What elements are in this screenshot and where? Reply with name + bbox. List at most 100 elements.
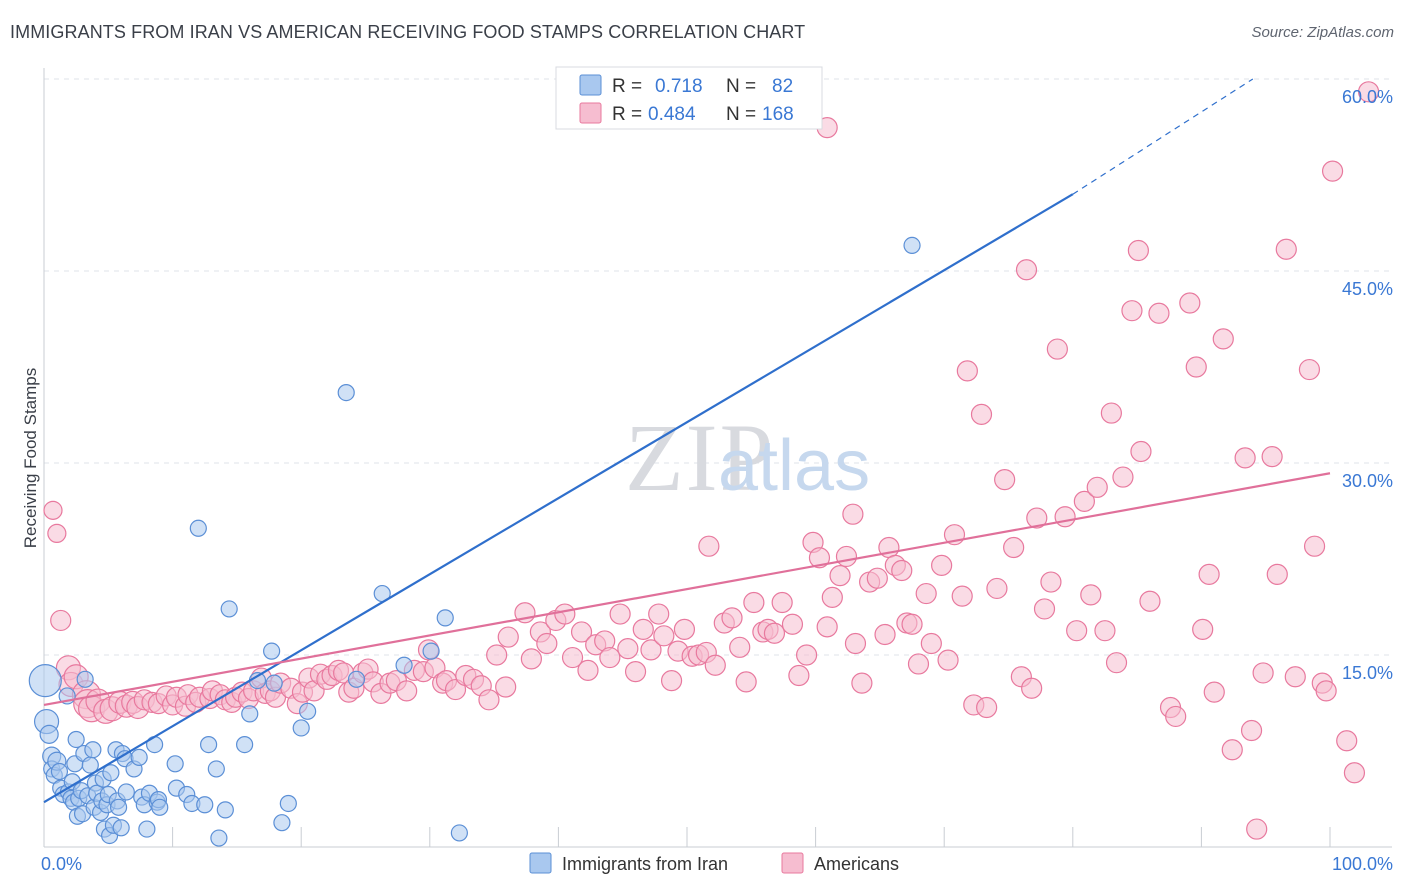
- iran-point-55: [166, 755, 184, 773]
- americans-point-150: [1054, 506, 1076, 528]
- legend-n-value-1: 82: [772, 76, 793, 97]
- americans-point-154: [1086, 476, 1108, 498]
- americans-point-157: [1105, 652, 1128, 674]
- americans-point-155: [1094, 620, 1116, 642]
- americans-point-188: [1357, 81, 1380, 103]
- iran-point-40: [109, 798, 128, 816]
- americans-point-117: [835, 545, 858, 568]
- iran-point-62: [207, 760, 225, 778]
- americans-point-1: [47, 523, 67, 544]
- americans-point-158: [1112, 466, 1134, 488]
- americans-point-94: [673, 618, 696, 641]
- americans-point-119: [844, 632, 867, 655]
- americans-point-86: [617, 637, 639, 660]
- americans-point-138: [970, 403, 993, 425]
- iran-point-22: [76, 670, 94, 688]
- americans-point-131: [920, 632, 942, 655]
- y-axis-label: Receiving Food Stamps: [21, 368, 40, 548]
- americans-point-111: [795, 644, 818, 666]
- americans-point-176: [1252, 662, 1274, 684]
- watermark: ZIP atlas: [625, 404, 870, 511]
- americans-point-181: [1298, 358, 1321, 381]
- americans-point-88: [632, 618, 654, 641]
- americans-point-173: [1234, 447, 1256, 469]
- americans-point-161: [1130, 440, 1152, 463]
- iran-point-2: [39, 724, 59, 744]
- americans-point-156: [1100, 402, 1122, 424]
- iran-point-78: [395, 656, 413, 674]
- americans-point-104: [743, 591, 765, 614]
- iran-point-36: [102, 764, 120, 782]
- iran-point-61: [200, 735, 218, 754]
- legend-r-value-2: 0.484: [648, 104, 696, 125]
- iran-point-7: [50, 762, 69, 781]
- legend-n-label-1: N =: [726, 76, 756, 97]
- iran-point-81: [450, 824, 468, 842]
- y-tick-labels: 15.0% 30.0% 45.0% 60.0%: [1342, 87, 1393, 683]
- americans-point-187: [1343, 762, 1366, 784]
- watermark-atlas: atlas: [718, 426, 870, 506]
- americans-point-160: [1127, 239, 1149, 262]
- iran-point-76: [347, 670, 366, 688]
- y-tick-label-3: 60.0%: [1342, 87, 1393, 107]
- americans-point-70: [486, 644, 508, 666]
- x-tick-label-max: 100.0%: [1332, 854, 1393, 874]
- americans-point-167: [1185, 356, 1207, 378]
- americans-point-108: [771, 591, 793, 614]
- x-tick-labels: 0.0% 100.0%: [41, 854, 1393, 874]
- iran-point-74: [299, 702, 317, 720]
- x-tick-label-min: 0.0%: [41, 854, 82, 874]
- iran-point-44: [117, 783, 135, 801]
- iran-point-59: [189, 519, 207, 537]
- iran-point-67: [241, 705, 259, 723]
- americans-point-159: [1121, 300, 1143, 322]
- americans-point-102: [729, 636, 751, 658]
- iran-point-71: [273, 814, 291, 832]
- iran-point-70: [265, 674, 283, 692]
- americans-point-165: [1165, 705, 1187, 728]
- americans-point-153: [1080, 584, 1102, 606]
- americans-point-87: [624, 661, 647, 683]
- americans-point-177: [1261, 446, 1283, 468]
- americans-point-145: [1021, 677, 1043, 699]
- americans-point-142: [1003, 536, 1025, 559]
- americans-point-171: [1212, 328, 1234, 350]
- correlation-legend: R = 0.718 N = 82 R = 0.484 N = 168: [555, 66, 823, 130]
- iran-trend-extension: [1072, 78, 1254, 195]
- americans-point-139: [976, 696, 998, 719]
- americans-point-91: [653, 625, 675, 647]
- iran-points: [28, 236, 921, 847]
- trend-lines: [43, 78, 1331, 804]
- iran-trend-line: [43, 193, 1074, 804]
- americans-point-135: [951, 585, 973, 607]
- americans-point-178: [1266, 563, 1288, 585]
- americans-trend-line: [43, 472, 1331, 707]
- americans-point-169: [1198, 563, 1220, 585]
- americans-point-99: [704, 654, 726, 676]
- iran-point-46: [130, 748, 148, 767]
- americans-point-149: [1046, 338, 1068, 360]
- americans-points: [43, 81, 1380, 840]
- americans-point-172: [1221, 739, 1243, 761]
- americans-point-69: [478, 689, 500, 711]
- americans-point-163: [1148, 302, 1170, 324]
- legend-n-label-2: N =: [726, 104, 756, 125]
- americans-point-120: [851, 672, 873, 694]
- americans-point-184: [1315, 680, 1337, 702]
- americans-point-170: [1203, 681, 1225, 703]
- americans-point-107: [763, 622, 786, 644]
- iran-point-41: [112, 819, 130, 837]
- series-legend-swatch-iran: [529, 852, 552, 874]
- watermark-zip: ZIP: [625, 404, 775, 511]
- americans-point-180: [1284, 666, 1306, 688]
- americans-point-72: [497, 626, 519, 648]
- americans-point-152: [1073, 490, 1095, 512]
- iran-point-54: [151, 798, 169, 816]
- americans-point-118: [842, 503, 864, 525]
- americans-point-110: [788, 664, 810, 687]
- americans-point-90: [648, 603, 670, 625]
- americans-point-123: [874, 623, 896, 646]
- americans-point-103: [735, 671, 757, 693]
- y-tick-label-2: 45.0%: [1342, 279, 1393, 299]
- iran-point-65: [220, 600, 238, 618]
